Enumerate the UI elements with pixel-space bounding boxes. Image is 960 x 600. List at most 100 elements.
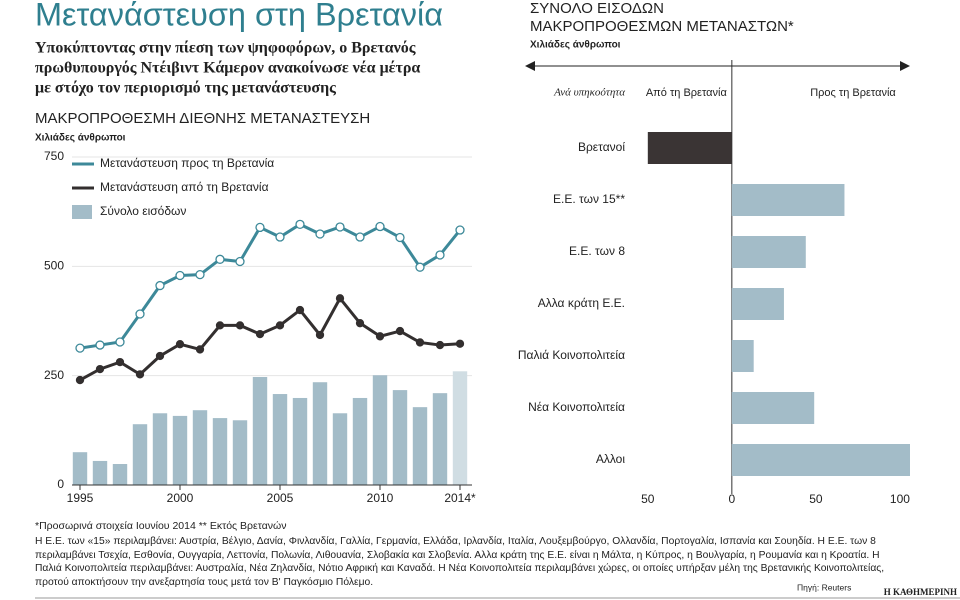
point [435,250,445,260]
point [355,319,365,328]
bar [432,393,448,485]
point [215,254,225,264]
point [75,375,85,385]
point [135,309,145,319]
point [395,326,405,336]
point [235,321,245,330]
point [295,305,305,315]
point [275,321,285,330]
bar [731,444,910,476]
x-tick-label: 2000 [167,491,194,505]
bar [731,184,845,216]
bar [731,288,784,320]
direction-label: Προς τη Βρετανία [810,87,896,99]
legend-label: Μετανάστευση προς τη Βρετανία [100,156,274,170]
category-label: Ε.Ε. των 15** [553,192,625,206]
point [255,329,265,339]
bar [312,382,328,485]
subtitle-line: με στόχο τον περιορισμό της μετανάστευση… [35,80,336,97]
bar [232,420,248,485]
y-tick-label: 250 [44,368,64,382]
direction-label: Από τη Βρετανία [646,87,728,99]
bar [172,415,188,485]
bar [192,410,208,485]
category-label: Αλλοι [596,452,625,466]
bar [272,394,288,485]
bar [152,413,168,485]
bar [92,460,108,485]
bar [372,375,388,485]
point [375,332,385,341]
page-title: Μετανάστευση στη Βρετανία [35,0,443,32]
point [175,270,185,281]
category-label: Παλιά Κοινοπολιτεία [518,348,625,362]
bar [412,407,428,485]
brand: Η ΚΑΘΗΜΕΡΙΝΗ [884,587,957,597]
bar [132,424,148,485]
bar [72,452,88,485]
bar [452,371,468,485]
category-label: Νέα Κοινοπολιτεία [528,400,625,414]
point [195,269,205,280]
point [395,232,405,243]
category-label: Ε.Ε. των 8 [569,244,625,258]
category-label: Βρετανοί [578,140,625,154]
bar [731,340,754,372]
point [275,232,285,242]
point [75,343,85,353]
x-tick-label: 1995 [67,491,94,505]
point [455,339,465,348]
category-label: Αλλα κράτη Ε.Ε. [538,296,625,310]
subtitle-line: Υποκύπτοντας στην πίεση των ψηφοφόρων, ο… [35,40,416,57]
point [175,340,185,349]
point [315,229,325,239]
point [235,256,245,267]
x-tick-label: 2010 [367,491,394,505]
point [375,221,385,232]
y-tick-label: 750 [44,149,64,163]
x-tick-label: 50 [809,492,823,506]
point [215,321,225,330]
note: Η Ε.Ε. των «15» περιλαμβάνει: Αυστρία, Β… [35,536,885,588]
point [95,340,105,350]
bar [731,392,815,424]
point [435,340,445,350]
arrow-head [900,61,910,71]
point [355,232,365,242]
source: Πηγή: Reuters [797,582,851,592]
point [295,219,305,229]
bar [392,390,408,485]
subtitle-line: πρωθυπουργός Ντέιβιντ Κάμερον ανακοίνωσε… [35,60,420,77]
point [455,225,465,235]
x-tick-label: 100 [890,492,910,506]
y-tick-label: 0 [57,477,64,491]
x-tick-label: 0 [728,492,735,506]
point [135,370,145,379]
arrow-head [525,61,535,71]
bar [212,418,228,485]
chart-title: ΣΥΝΟΛΟ ΕΙΣΟΔΩΝ [530,0,664,17]
point [115,337,125,347]
x-tick-label: 2014* [444,491,476,505]
x-tick-label: 2005 [267,491,294,505]
legend-swatch [72,205,92,219]
category-header: Ανά υπηκοότητα [553,87,625,99]
point [335,294,345,303]
point [255,222,265,233]
bar [252,376,268,485]
bar [112,464,128,485]
bar [352,397,368,485]
chart-title: ΜΑΚΡΟΠΡΟΘΕΣΜΩΝ ΜΕΤΑΝΑΣΤΩΝ* [530,18,794,35]
point [115,357,125,367]
bar [292,397,308,485]
legend-label: Σύνολο εισόδων [100,204,186,218]
point [315,330,325,340]
footnote: *Προσωρινά στοιχεία Ιουνίου 2014 ** Εκτό… [35,520,286,532]
bar [731,236,806,268]
point [415,262,425,272]
legend-label: Μετανάστευση από τη Βρετανία [100,180,269,194]
axis-unit: Χιλιάδες άνθρωποι [530,40,621,51]
point [95,364,105,374]
